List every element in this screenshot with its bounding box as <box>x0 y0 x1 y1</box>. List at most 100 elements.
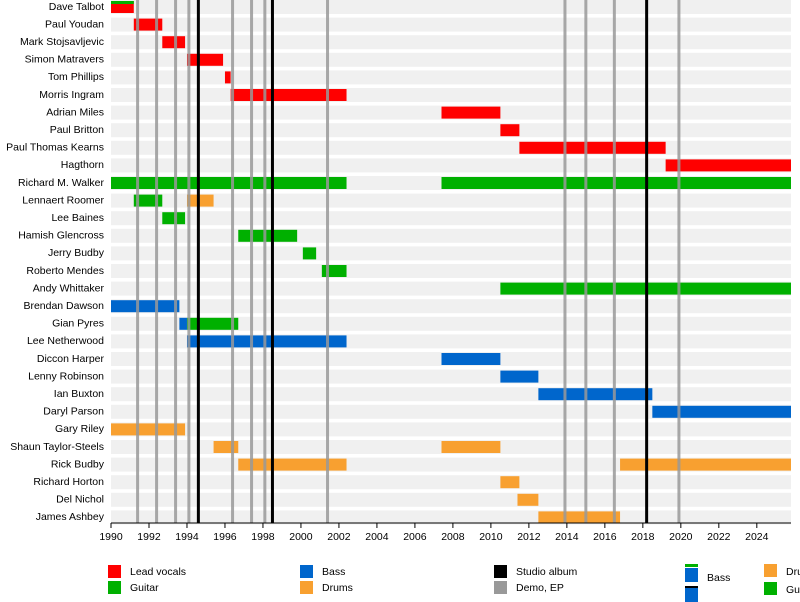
x-tick-label: 2004 <box>365 531 389 543</box>
member-name: Daryl Parson <box>43 406 104 418</box>
member-name: Lee Baines <box>51 212 104 224</box>
member-name: Hamish Glencross <box>18 230 104 242</box>
tenure-bar <box>441 106 501 119</box>
member-name: Brendan Dawson <box>23 300 104 312</box>
legend-label: Drums <box>322 582 353 594</box>
member-name: Diccon Harper <box>37 353 105 365</box>
x-tick-label: 2014 <box>555 531 579 543</box>
rows: Dave Talbot Paul Youdan Mark Stojsavljevic… <box>6 0 791 525</box>
member-name: Richard Horton <box>33 476 104 488</box>
row-band <box>111 88 791 102</box>
tenure-stripe <box>111 1 134 4</box>
row-band <box>111 387 791 402</box>
member-name: Shaun Taylor-Steels <box>10 441 104 453</box>
member-name: Adrian Miles <box>46 106 104 118</box>
member-name: Simon Matravers <box>25 54 104 66</box>
legend-swatch <box>494 581 507 594</box>
x-tick-label: 2012 <box>517 531 541 543</box>
tenure-bar <box>179 317 187 330</box>
member-name: Lennaert Roomer <box>22 194 104 206</box>
legend-swatch <box>494 565 507 578</box>
member-name: Rick Budby <box>51 458 105 470</box>
x-tick-label: 1994 <box>175 531 199 543</box>
row-band <box>111 510 791 525</box>
tenure-bar <box>519 141 666 154</box>
x-tick-label: 2016 <box>593 531 617 543</box>
row-band <box>111 193 791 208</box>
tenure-bar <box>186 53 224 66</box>
tenure-bar <box>186 317 239 330</box>
member-name: Roberto Mendes <box>26 265 104 277</box>
member-name: Paul Thomas Kearns <box>6 142 104 154</box>
tenure-bar <box>111 300 180 313</box>
member-name: Dave Talbot <box>49 1 104 13</box>
releases <box>136 0 681 523</box>
legend-swatch <box>108 565 121 578</box>
legend-label: Guitar <box>786 584 800 596</box>
tenure-bar <box>213 441 239 453</box>
legend-swatch <box>685 568 698 582</box>
member-name: Ian Buxton <box>54 388 104 400</box>
member-name: Gian Pyres <box>52 318 104 330</box>
tenure-bar <box>111 177 347 189</box>
member-name: Tom Phillips <box>48 71 104 83</box>
x-tick-label: 1990 <box>99 531 123 543</box>
member-name: Mark Stojsavljevic <box>20 36 104 48</box>
tenure-bar <box>517 493 539 506</box>
legend: Lead vocals Guitar Bass Drums Studio album De… <box>108 565 578 594</box>
member-name: Jerry Budby <box>48 247 105 259</box>
legend-swatch <box>108 581 121 594</box>
member-name: Paul Youdan <box>45 18 104 30</box>
tenure-bar <box>186 335 347 348</box>
tenure-bar <box>538 511 621 524</box>
tenure-bar <box>500 370 539 383</box>
row-band <box>111 246 791 261</box>
x-axis: 1990 1992 1994 1996 1998 2000 2002 2004 2006 2008… <box>99 522 791 543</box>
member-name: Del Nichol <box>56 494 104 506</box>
tenure-bar <box>302 247 317 260</box>
tenure-bar <box>224 71 231 84</box>
legend-label: Bass <box>322 566 345 578</box>
legend-swatch-stripe <box>685 564 698 567</box>
tenure-bar <box>665 159 791 172</box>
x-tick-label: 1992 <box>137 531 161 543</box>
tenure-bar <box>321 265 347 277</box>
row-band <box>111 264 791 278</box>
row-band <box>111 211 791 226</box>
legend-swatch-stripe <box>685 586 698 588</box>
row-band <box>111 123 791 138</box>
x-tick-label: 2006 <box>403 531 427 543</box>
member-name: Gary Riley <box>55 423 105 435</box>
tenure-bar <box>230 89 347 101</box>
row-band <box>111 52 791 67</box>
x-tick-label: 1996 <box>213 531 237 543</box>
member-name: Richard M. Walker <box>18 177 104 189</box>
legend-swatch <box>764 582 777 595</box>
member-name: Lee Netherwood <box>27 335 104 347</box>
tenure-bar <box>500 476 520 489</box>
tenure-bar <box>238 458 347 471</box>
x-tick-label: 2020 <box>669 531 693 543</box>
row-band <box>111 492 791 507</box>
x-tick-label: 2022 <box>707 531 731 543</box>
legend-label: Demo, EP <box>516 582 564 594</box>
x-tick-label: 2002 <box>327 531 351 543</box>
row-band <box>111 422 791 437</box>
legend-swatch <box>764 564 777 577</box>
tenure-bar <box>620 458 791 471</box>
x-tick-label: 2024 <box>745 531 769 543</box>
row-band <box>111 228 791 243</box>
row-band <box>111 475 791 490</box>
member-name: Andy Whittaker <box>33 282 105 294</box>
legend-label: Drums <box>786 566 800 578</box>
tenure-bar <box>186 194 214 207</box>
tenure-bar <box>238 229 298 242</box>
legend-label: Bass <box>707 572 730 584</box>
tenure-bar <box>652 405 791 418</box>
tenure-bar <box>441 441 501 453</box>
x-tick-label: 2010 <box>479 531 503 543</box>
x-tick-label: 2008 <box>441 531 465 543</box>
row-band <box>111 17 791 32</box>
x-tick-label: 1998 <box>251 531 275 543</box>
